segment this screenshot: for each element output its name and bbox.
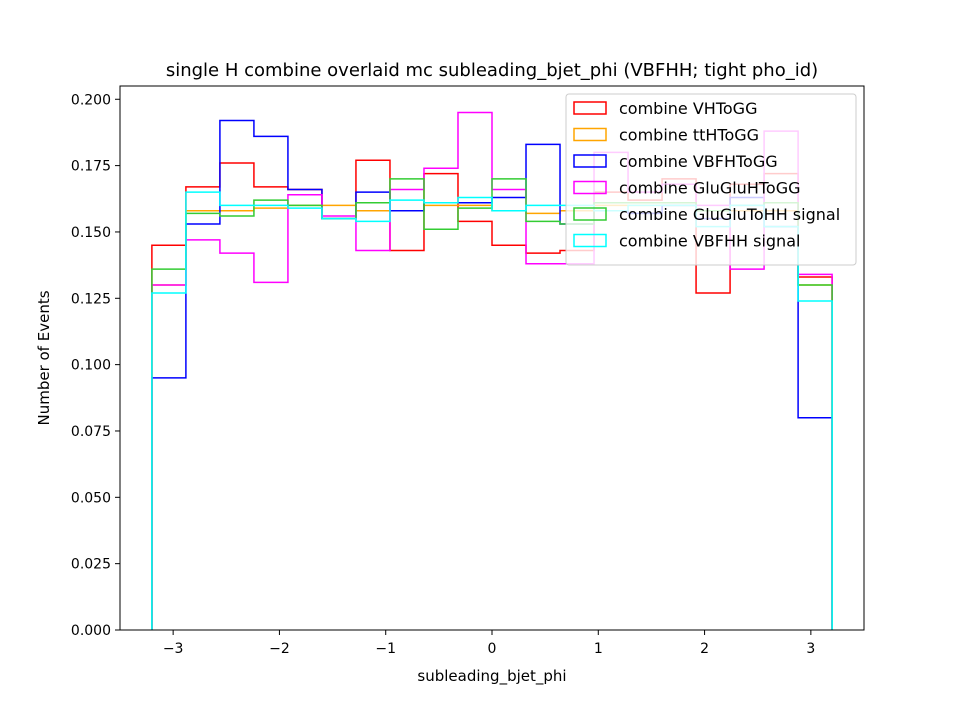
legend: combine VHToGG combine ttHToGG combine VBF…	[565, 93, 857, 266]
series-0-step-line	[151, 159, 833, 630]
y-axis: 0.000 0.025 0.050 0.075 0.100 0.125 0.150 0.175…	[71, 92, 120, 639]
legend-swatch	[573, 180, 607, 195]
y-tick-label: 0.075	[71, 424, 111, 440]
legend-swatch	[573, 127, 607, 142]
y-tick-label: 0.000	[71, 623, 111, 639]
y-tick-label: 0.050	[71, 490, 111, 506]
y-tick-label: 0.100	[71, 358, 111, 374]
legend-entry-label: combine VBFHH signal	[619, 232, 800, 251]
y-tick-label: 0.125	[71, 291, 111, 307]
x-axis: −3 −2 −1 0 1 2 3	[163, 630, 815, 657]
legend-entry-label: combine VHToGG	[619, 99, 757, 118]
x-tick-label: −3	[163, 641, 184, 657]
x-tick-label: 2	[700, 641, 709, 657]
legend-swatch	[573, 154, 607, 168]
legend-entry-label: combine GluGluHToGG	[619, 179, 800, 198]
legend-swatch	[573, 101, 607, 115]
legend-entry-label: combine VBFHToGG	[619, 152, 778, 171]
x-tick-label: −2	[269, 641, 290, 657]
legend-frame	[565, 93, 857, 266]
x-tick-label: 3	[806, 641, 815, 657]
x-tick-label: 1	[594, 641, 603, 657]
y-tick-label: 0.025	[71, 557, 111, 573]
legend-entry-label: combine GluGluToHH signal	[619, 205, 840, 224]
y-tick-label: 0.200	[71, 92, 111, 108]
x-tick-label: −1	[375, 641, 396, 657]
y-tick-label: 0.150	[71, 225, 111, 241]
legend-entry-label: combine ttHToGG	[619, 126, 759, 145]
y-tick-label: 0.175	[71, 159, 111, 175]
x-axis-label: subleading_bjet_phi	[417, 667, 566, 686]
legend-swatch	[573, 233, 607, 248]
x-tick-label: 0	[488, 641, 497, 657]
chart-title: single H combine overlaid mc subleading_…	[166, 60, 818, 81]
legend-swatch	[573, 207, 607, 221]
y-axis-label: Number of Events	[35, 290, 53, 425]
